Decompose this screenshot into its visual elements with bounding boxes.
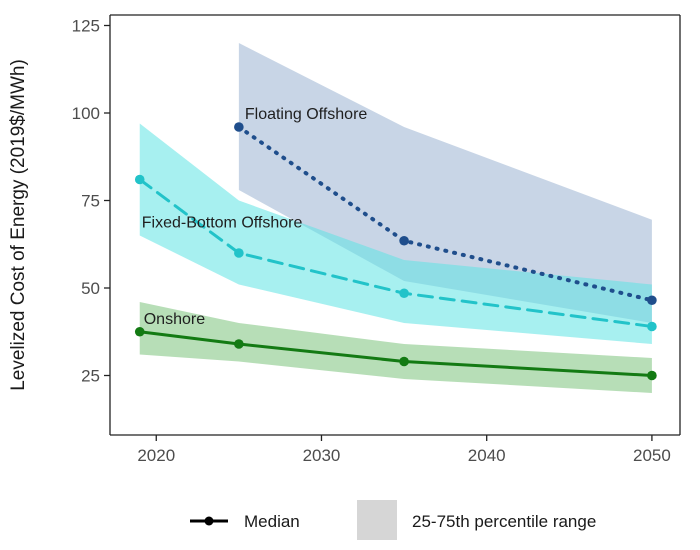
legend-median-point (204, 516, 214, 526)
series-labels: Floating Offshore Fixed-Bottom Offshore On… (142, 106, 368, 328)
fixed-bottom-offshore-median-point (134, 174, 145, 185)
fixed-bottom-offshore-median-point (647, 321, 657, 332)
floating-offshore-label: Floating Offshore (245, 106, 368, 123)
fixed-bottom-offshore-median-line (138, 178, 654, 328)
y-tick-label: 25 (81, 367, 100, 386)
y-tick-label: 50 (81, 279, 100, 298)
median-points (134, 122, 657, 381)
fixed-bottom-offshore-percentile-band (139, 123, 652, 344)
x-tick-label: 2050 (633, 446, 671, 465)
fixed-bottom-offshore-label: Fixed-Bottom Offshore (142, 215, 303, 232)
fixed-bottom-offshore-median-point (399, 288, 409, 299)
onshore-median-point (134, 326, 145, 337)
onshore-percentile-band (139, 302, 652, 393)
floating-offshore-median-point (647, 295, 657, 306)
x-ticks: 2020 2030 2040 2050 (137, 435, 671, 465)
onshore-median-point (234, 339, 244, 349)
onshore-label: Onshore (144, 311, 205, 328)
legend-range-swatch (357, 500, 397, 540)
y-tick-label: 75 (81, 192, 100, 211)
y-tick-label: 125 (72, 17, 100, 36)
onshore-median-point (399, 356, 409, 367)
onshore-median-line (138, 330, 654, 377)
axes (109, 14, 681, 436)
y-axis-title: Levelized Cost of Energy (2019$/MWh) (8, 59, 29, 391)
y-tick-label: 100 (72, 104, 100, 123)
floating-offshore-percentile-band (238, 43, 652, 323)
legend-range-label: 25-75th percentile range (412, 512, 596, 531)
x-tick-label: 2030 (303, 446, 341, 465)
onshore-median-point (647, 370, 657, 381)
floating-offshore-median-point (399, 235, 409, 246)
legend-median-label: Median (244, 512, 300, 531)
legend: Median 25-75th percentile range (190, 500, 596, 540)
y-ticks: 25 50 75 100 125 (72, 17, 110, 386)
fixed-bottom-offshore-median-point (234, 248, 244, 258)
x-tick-label: 2020 (137, 446, 175, 465)
x-tick-label: 2040 (468, 446, 506, 465)
percentile-bands (139, 43, 652, 393)
floating-offshore-median-point (234, 122, 244, 132)
